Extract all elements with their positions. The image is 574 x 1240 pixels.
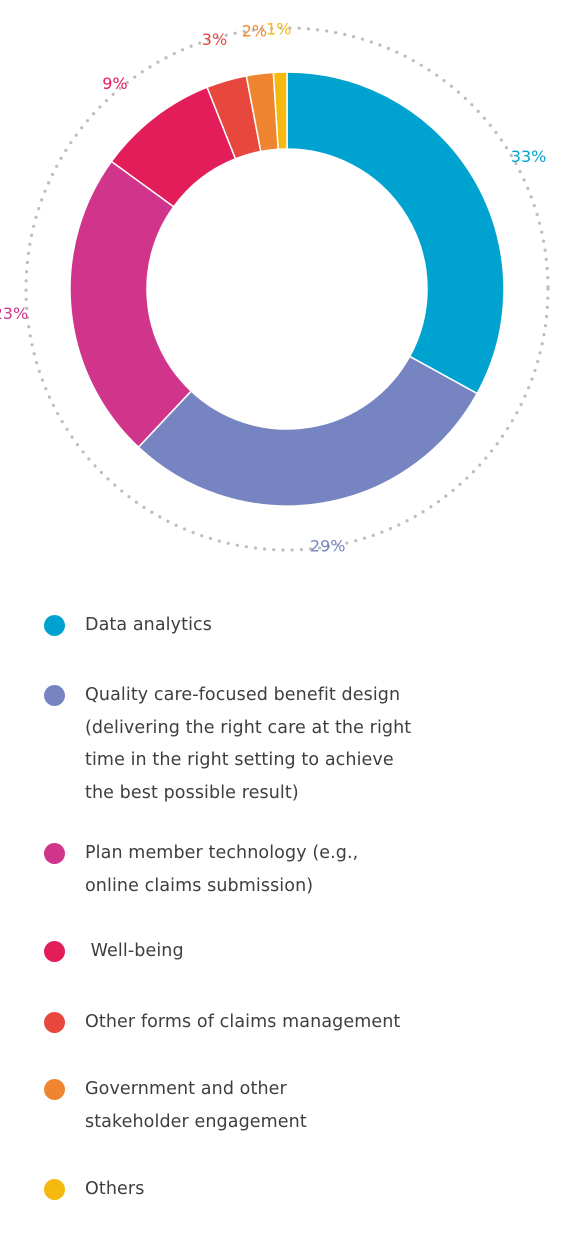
pct-label-data-analytics: 33% bbox=[511, 147, 547, 166]
slice-plan-member-technology-e bbox=[69, 160, 193, 449]
dotted-outline-ring bbox=[24, 26, 550, 552]
donut-chart: 33% 29% 23% 9% 3% 2%1% bbox=[0, 20, 550, 555]
legend-label: Government and other stakeholder engageme… bbox=[85, 1073, 485, 1138]
legend-swatch bbox=[44, 615, 65, 636]
legend-label-line: Other forms of claims management bbox=[85, 1012, 401, 1032]
legend-label: Others bbox=[85, 1173, 485, 1206]
legend-label-line: Quality care-focused benefit design bbox=[85, 685, 401, 705]
legend-swatch bbox=[44, 1079, 65, 1100]
legend-label-line: Well-being bbox=[85, 941, 184, 961]
legend-label: Data analytics bbox=[85, 609, 485, 642]
legend-swatch bbox=[44, 941, 65, 962]
legend-label-line: time in the right setting to achieve bbox=[85, 750, 394, 770]
pct-label-well-being: 9% bbox=[102, 74, 127, 93]
legend-swatch bbox=[44, 843, 65, 864]
legend-swatch bbox=[44, 1179, 65, 1200]
legend-label: Quality care-focused benefit design (deli… bbox=[85, 679, 485, 809]
legend-label: Other forms of claims management bbox=[85, 1006, 485, 1039]
pct-label-plan-member-technology-e: 23% bbox=[0, 304, 28, 323]
legend-label-line: (delivering the right care at the right bbox=[85, 717, 412, 738]
legend-label-line: Government and other bbox=[85, 1079, 287, 1099]
legend-label-line: online claims submission) bbox=[85, 875, 314, 896]
slice-others bbox=[272, 71, 288, 151]
pct-label-government-and-other-stakeholder: 2% bbox=[242, 22, 267, 41]
legend-swatch bbox=[44, 685, 65, 706]
legend-label-line: Others bbox=[85, 1179, 145, 1199]
pct-label-quality-care-focused-benefit: 29% bbox=[310, 536, 346, 555]
legend-label-line: stakeholder engagement bbox=[85, 1111, 307, 1132]
pct-label-other-forms-of-claims: 3% bbox=[202, 30, 227, 49]
slice-data-analytics bbox=[286, 71, 505, 395]
legend-label-line: the best possible result) bbox=[85, 782, 299, 803]
legend-label: Plan member technology (e.g., online clai… bbox=[85, 837, 485, 902]
legend-swatch bbox=[44, 1012, 65, 1033]
legend-label-line: Plan member technology (e.g., bbox=[85, 843, 359, 863]
slice-quality-care-focused-benefit bbox=[137, 355, 479, 507]
legend-label: Well-being bbox=[85, 935, 485, 968]
pct-label-others: 1% bbox=[266, 20, 291, 39]
legend-label-line: Data analytics bbox=[85, 615, 212, 635]
